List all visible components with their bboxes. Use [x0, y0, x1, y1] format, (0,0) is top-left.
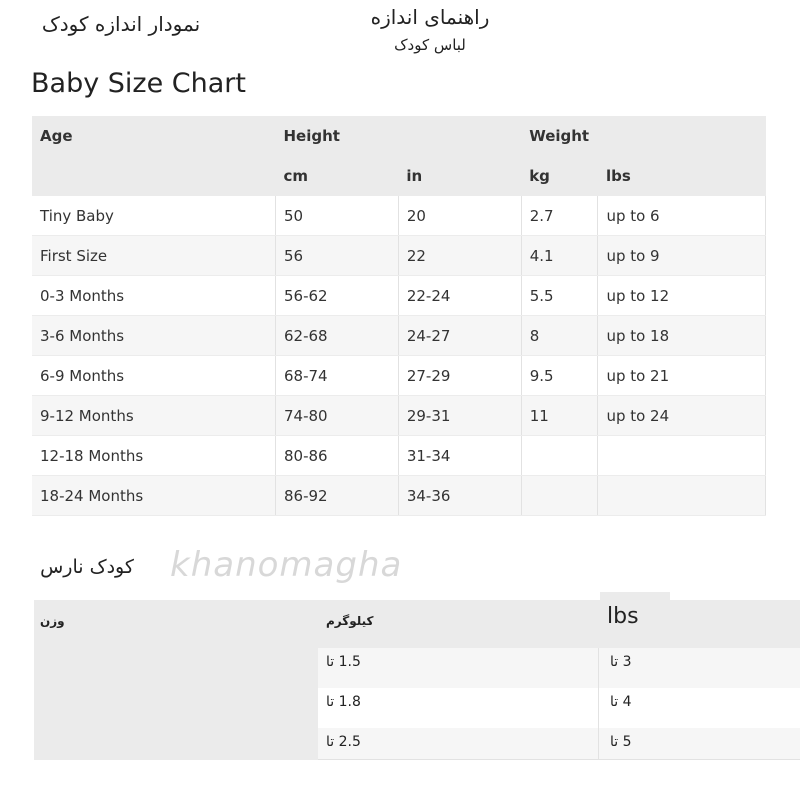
- lbs-cell: 5 تا: [610, 734, 632, 750]
- header-lbs: lbs: [597, 156, 766, 196]
- kg-cell: 9.5: [521, 355, 599, 396]
- lbs-cell: [597, 435, 766, 476]
- age-cell: 0-3 Months: [32, 275, 276, 316]
- header-kg-fa: کیلوگرم: [326, 614, 374, 628]
- lbs-cell: up to 24: [597, 395, 766, 436]
- header-age: Age: [32, 116, 276, 156]
- watermark: khanomagha: [170, 545, 403, 585]
- page-title: Baby Size Chart: [31, 68, 246, 99]
- subtitle-right: لباس کودک: [394, 36, 466, 54]
- kg-cell: 1.5 تا: [326, 654, 361, 670]
- table-row: 9-12 Months 74-80 29-31 11 up to 24: [32, 395, 766, 436]
- kg-cell: 4.1: [521, 235, 599, 276]
- cm-cell: 56: [275, 235, 399, 276]
- kg-cell: 2.7: [521, 196, 599, 236]
- lbs-cell: 4 تا: [610, 694, 632, 710]
- in-cell: 27-29: [398, 355, 522, 396]
- age-cell: 3-6 Months: [32, 315, 276, 356]
- cm-cell: 74-80: [275, 395, 399, 436]
- age-cell: 12-18 Months: [32, 435, 276, 476]
- age-cell: 18-24 Months: [32, 475, 276, 516]
- header-height: Height: [275, 116, 522, 156]
- header-weight: Weight: [521, 116, 766, 156]
- premature-table: [34, 592, 800, 760]
- table-row: 0-3 Months 56-62 22-24 5.5 up to 12: [32, 275, 766, 316]
- cm-cell: 80-86: [275, 435, 399, 476]
- table-row: 12-18 Months 80-86 31-34: [32, 435, 766, 476]
- table-row: 3-6 Months 62-68 24-27 8 up to 18: [32, 315, 766, 356]
- header-cm: cm: [275, 156, 399, 196]
- age-cell: Tiny Baby: [32, 196, 276, 236]
- cm-cell: 62-68: [275, 315, 399, 356]
- table-row: First Size 56 22 4.1 up to 9: [32, 235, 766, 276]
- cm-cell: 86-92: [275, 475, 399, 516]
- in-cell: 22: [398, 235, 522, 276]
- lbs-cell: up to 21: [597, 355, 766, 396]
- in-cell: 20: [398, 196, 522, 236]
- lbs-cell: up to 6: [597, 196, 766, 236]
- kg-cell: 1.8 تا: [326, 694, 361, 710]
- header-lbs-2: lbs: [607, 604, 639, 629]
- title-left: نمودار اندازه کودک: [41, 12, 201, 36]
- lbs-cell: up to 9: [597, 235, 766, 276]
- kg-cell: 2.5 تا: [326, 734, 361, 750]
- kg-cell: [521, 475, 599, 516]
- in-cell: 31-34: [398, 435, 522, 476]
- header-weight-fa: وزن: [40, 614, 65, 628]
- header-in: in: [398, 156, 522, 196]
- lbs-cell: up to 12: [597, 275, 766, 316]
- in-cell: 29-31: [398, 395, 522, 436]
- age-cell: First Size: [32, 235, 276, 276]
- cm-cell: 50: [275, 196, 399, 236]
- size-table: Age Height Weight cm in kg lbs Tiny Baby 50 20 2…: [32, 116, 766, 516]
- kg-cell: 11: [521, 395, 599, 436]
- table-row: 18-24 Months 86-92 34-36: [32, 475, 766, 516]
- age-cell: 9-12 Months: [32, 395, 276, 436]
- age-cell: 6-9 Months: [32, 355, 276, 396]
- in-cell: 34-36: [398, 475, 522, 516]
- in-cell: 22-24: [398, 275, 522, 316]
- lbs-cell: [597, 475, 766, 516]
- kg-cell: 8: [521, 315, 599, 356]
- cm-cell: 56-62: [275, 275, 399, 316]
- header-kg: kg: [521, 156, 598, 196]
- lbs-cell: 3 تا: [610, 654, 632, 670]
- kg-cell: [521, 435, 599, 476]
- title-right: راهنمای اندازه: [370, 5, 490, 29]
- table-row: Tiny Baby 50 20 2.7 up to 6: [32, 196, 766, 236]
- lbs-cell: up to 18: [597, 315, 766, 356]
- kg-cell: 5.5: [521, 275, 599, 316]
- cm-cell: 68-74: [275, 355, 399, 396]
- table-row: 6-9 Months 68-74 27-29 9.5 up to 21: [32, 355, 766, 396]
- premature-title: کودک نارس: [40, 556, 134, 578]
- in-cell: 24-27: [398, 315, 522, 356]
